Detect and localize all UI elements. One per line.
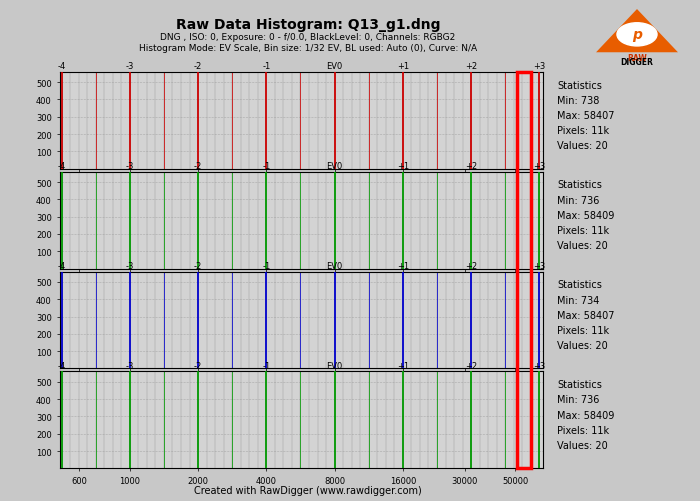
Text: -1: -1 <box>262 62 270 71</box>
Text: Statistics
Min: 736
Max: 58409
Pixels: 11k
Values: 20: Statistics Min: 736 Max: 58409 Pixels: 1… <box>557 379 615 450</box>
Text: -1: -1 <box>262 161 270 170</box>
Text: +1: +1 <box>397 62 409 71</box>
Text: -3: -3 <box>125 161 134 170</box>
Text: -2: -2 <box>194 261 202 270</box>
Text: +2: +2 <box>465 62 477 71</box>
Text: -4: -4 <box>57 361 66 370</box>
Text: -3: -3 <box>125 261 134 270</box>
Text: EV0: EV0 <box>326 62 343 71</box>
Text: +1: +1 <box>397 161 409 170</box>
Text: +2: +2 <box>465 261 477 270</box>
Text: +1: +1 <box>397 261 409 270</box>
Text: -3: -3 <box>125 62 134 71</box>
Text: -1: -1 <box>262 361 270 370</box>
Text: -2: -2 <box>194 161 202 170</box>
Text: +2: +2 <box>465 361 477 370</box>
Text: EV0: EV0 <box>326 261 343 270</box>
Text: +2: +2 <box>465 161 477 170</box>
Text: -4: -4 <box>57 261 66 270</box>
Text: EV0: EV0 <box>326 161 343 170</box>
Text: DIGGER: DIGGER <box>621 58 653 67</box>
Text: RAW: RAW <box>627 54 647 63</box>
Text: -2: -2 <box>194 62 202 71</box>
Polygon shape <box>596 10 678 53</box>
Text: -1: -1 <box>262 261 270 270</box>
Text: +3: +3 <box>533 161 545 170</box>
Text: -2: -2 <box>194 361 202 370</box>
Text: Histogram Mode: EV Scale, Bin size: 1/32 EV, BL used: Auto (0), Curve: N/A: Histogram Mode: EV Scale, Bin size: 1/32… <box>139 44 477 53</box>
Text: -4: -4 <box>57 62 66 71</box>
Text: р: р <box>632 28 642 42</box>
Circle shape <box>617 24 657 47</box>
Text: EV0: EV0 <box>326 361 343 370</box>
Text: +3: +3 <box>533 361 545 370</box>
Text: +3: +3 <box>533 261 545 270</box>
Text: Raw Data Histogram: Q13_g1.dng: Raw Data Histogram: Q13_g1.dng <box>176 18 440 32</box>
Text: -3: -3 <box>125 361 134 370</box>
Text: +1: +1 <box>397 361 409 370</box>
Text: Created with RawDigger (www.rawdigger.com): Created with RawDigger (www.rawdigger.co… <box>194 485 422 495</box>
Text: +3: +3 <box>533 62 545 71</box>
Text: Statistics
Min: 738
Max: 58407
Pixels: 11k
Values: 20: Statistics Min: 738 Max: 58407 Pixels: 1… <box>557 80 615 151</box>
Text: Statistics
Min: 734
Max: 58407
Pixels: 11k
Values: 20: Statistics Min: 734 Max: 58407 Pixels: 1… <box>557 280 615 350</box>
Text: Statistics
Min: 736
Max: 58409
Pixels: 11k
Values: 20: Statistics Min: 736 Max: 58409 Pixels: 1… <box>557 180 615 250</box>
Text: -4: -4 <box>57 161 66 170</box>
Text: DNG , ISO: 0, Exposure: 0 - f/0.0, BlackLevel: 0, Channels: RGBG2: DNG , ISO: 0, Exposure: 0 - f/0.0, Black… <box>160 33 456 42</box>
